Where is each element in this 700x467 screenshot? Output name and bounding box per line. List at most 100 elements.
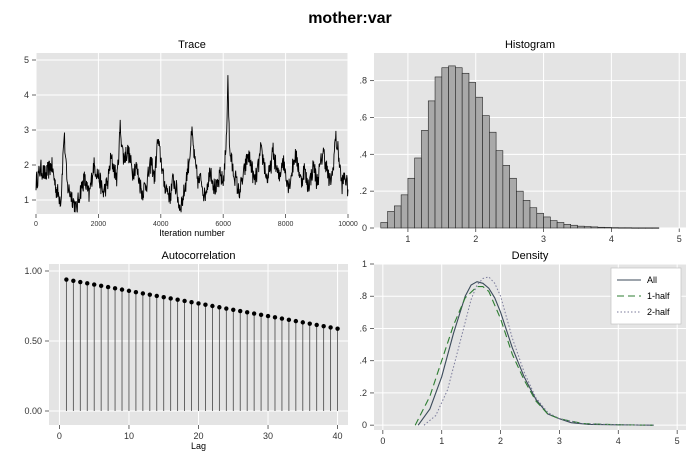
histogram-bar [448,65,456,229]
density-x-tick-label: 0 [380,436,385,446]
autocorrelation-point [231,307,236,312]
autocorrelation-y-tick-label: 0.50 [24,336,42,346]
autocorrelation-point [78,279,83,285]
autocorrelation-point [105,284,111,290]
histogram-bar [611,227,619,229]
trace-x-tick-label: 0 [34,221,38,228]
autocorrelation-point [335,326,340,331]
autocorrelation-point [272,315,278,320]
histogram-bar [400,194,409,229]
histogram-bar [597,226,605,229]
histogram-bar [414,157,422,229]
histogram-bar [645,227,653,229]
histogram-bar [638,227,646,229]
histogram-x-tick-label: 4 [609,234,614,244]
histogram-bar [380,222,388,229]
autocorrelation-point [182,298,187,304]
autocorrelation-point [175,297,180,302]
histogram-bar [434,76,443,229]
autocorrelation-point [112,286,118,291]
autocorrelation-point [238,308,243,314]
histogram-bar [543,216,551,229]
histogram-x-tick-label: 2 [473,234,478,244]
density-x-tick-label: 4 [616,436,621,446]
density-x-tick-label: 1 [439,436,444,446]
autocorrelation-point [203,302,208,307]
histogram-x-tick-label: 1 [405,234,410,244]
histogram-bar [489,131,497,229]
histogram-bar [441,67,449,229]
autocorrelation-point [119,287,125,292]
trace-y-tick-label: 2 [24,160,29,170]
histogram-bar [577,225,585,229]
autocorrelation-point [210,303,215,309]
trace-x-tick-label: 4000 [153,221,169,228]
histogram-bar [387,211,395,229]
density-series-line-2-half [423,276,654,426]
autocorrelation-point [258,312,264,318]
histogram-bar [556,222,565,229]
autocorrelation-point [85,281,90,286]
histogram-bar [407,177,415,229]
autocorrelation-point [265,313,271,319]
autocorrelation-point [140,291,146,296]
histogram-bar [604,227,612,229]
autocorrelation-point [224,306,229,311]
autocorrelation-point [217,305,222,310]
density-series-line-all [417,281,654,426]
autocorrelation-x-axis-label: Lag [191,441,206,451]
histogram-bar [475,96,483,229]
autocorrelation-point [244,310,250,315]
autocorrelation-point [293,318,299,324]
histogram-bar [529,207,538,229]
trace-x-tick-label: 8000 [278,221,294,228]
histogram-bar [590,226,599,229]
density-x-tick-label: 5 [675,436,680,446]
autocorrelation-point [251,311,257,316]
trace-title: Trace [178,39,206,51]
histogram-x-tick-label: 5 [677,234,682,244]
histogram-bar [624,227,633,229]
histogram-bar [495,150,504,229]
trace-y-tick-label: 3 [24,125,29,135]
autocorrelation-point [300,320,306,325]
histogram-bar [394,205,402,229]
density-title: Density [512,250,549,262]
autocorrelation-point [64,277,69,282]
histogram-bar [421,130,429,229]
histogram-bar [631,227,639,229]
density-x-tick-label: 2 [498,436,503,446]
autocorrelation-point [91,282,97,287]
density-y-tick-label: .4 [359,356,367,366]
autocorrelation-point [286,317,292,323]
trace-y-tick-label: 1 [24,195,29,205]
histogram-bar [583,226,592,229]
density-y-tick-label: .2 [359,388,367,398]
autocorrelation-point [161,294,166,300]
autocorrelation-point [196,301,201,306]
density-y-tick-label: .8 [359,291,367,301]
autocorrelation-point [189,300,194,305]
histogram-bar [461,72,470,229]
density-legend-label: All [647,275,657,285]
autocorrelation-title: Autocorrelation [162,250,236,262]
histogram-bar [509,177,517,229]
autocorrelation-point [168,296,173,301]
autocorrelation-point [154,293,159,299]
histogram-bar [522,200,531,229]
histogram-bar [516,190,524,229]
histogram-y-tick-label: 0 [362,223,367,233]
histogram-y-tick-label: .8 [359,76,367,86]
histogram-bar [550,220,558,229]
autocorrelation-y-tick-label: 1.00 [24,266,42,276]
autocorrelation-point [126,288,132,294]
autocorrelation-point [98,283,104,289]
histogram-bar [536,212,544,229]
histogram-y-tick-label: .6 [359,112,367,122]
trace-x-tick-label: 2000 [91,221,107,228]
figure-title: mother:var [308,10,392,27]
trace-y-tick-label: 5 [24,55,29,65]
histogram-bar [482,115,490,229]
